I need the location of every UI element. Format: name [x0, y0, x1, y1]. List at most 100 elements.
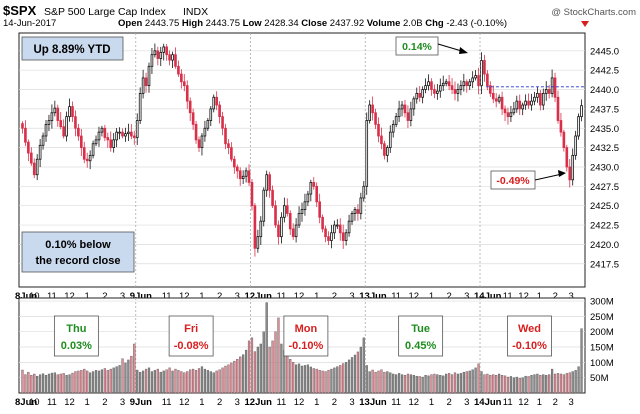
candle-up: [127, 131, 130, 135]
volume-bar: [430, 374, 433, 394]
candle-down: [418, 93, 422, 98]
volume-bar: [53, 372, 56, 394]
candle-down: [177, 65, 180, 75]
x-axis-hour-label: 3: [568, 291, 573, 302]
volume-bar: [427, 375, 430, 394]
candle-down: [380, 135, 383, 145]
volume-bar: [545, 375, 548, 394]
volume-bar: [318, 370, 321, 394]
volume-bar: [197, 368, 201, 394]
volume-bar: [506, 376, 510, 394]
volume-bar: [274, 331, 277, 394]
price-tick-label: 2435.0: [590, 124, 619, 135]
volume-bar: [480, 371, 483, 394]
chart-date: 14-Jun-2017: [3, 18, 56, 29]
candle-up: [524, 100, 527, 106]
day-change-weekday: Fri: [184, 323, 198, 335]
volume-bar: [153, 370, 156, 394]
pct-high-box: [395, 36, 439, 56]
volume-bar: [115, 366, 118, 394]
candle-up: [462, 81, 466, 87]
ohlc-value: 2.0B: [403, 18, 423, 29]
volume-bar: [130, 356, 133, 394]
volume-bar: [459, 373, 463, 394]
volume-bar: [133, 343, 136, 394]
candle-up: [533, 96, 536, 102]
candle-up: [544, 89, 548, 94]
candle-down: [321, 216, 324, 230]
volume-bar: [500, 375, 504, 394]
volume-bar: [203, 368, 207, 394]
candle-down: [271, 189, 274, 207]
price-tick-label: 2442.5: [590, 66, 619, 77]
volume-bar: [56, 374, 59, 394]
x-axis-hour-label: 11: [503, 397, 513, 408]
volume-bar: [39, 374, 42, 394]
x-axis-hour-label: 1: [199, 291, 204, 302]
x-axis-hour-label: 2: [446, 397, 451, 408]
volume-bar: [300, 365, 304, 394]
candle-down: [103, 127, 107, 138]
x-axis-hour-label: 3: [349, 291, 354, 302]
volume-bar: [74, 371, 77, 394]
volume-bar: [286, 356, 289, 394]
candle-down: [168, 54, 171, 61]
volume-bar: [289, 359, 292, 394]
candle-down: [121, 131, 124, 137]
candle-up: [259, 220, 263, 238]
candle-down: [29, 152, 33, 164]
x-axis-hour-label: 1: [537, 291, 542, 302]
candle-up: [394, 116, 398, 125]
ohlc-readout: Open 2443.75 High 2443.75 Low 2428.34 Cl…: [118, 18, 507, 29]
volume-bar: [200, 366, 204, 394]
volume-bar: [412, 375, 415, 394]
candle-up: [427, 81, 430, 87]
candle-down: [74, 116, 77, 129]
candle-down: [21, 123, 24, 129]
candle-up: [350, 213, 354, 222]
volume-bar: [336, 366, 339, 394]
volume-bar: [256, 346, 259, 394]
x-axis-day-label: 12Jun: [245, 291, 273, 302]
volume-bar: [456, 373, 460, 394]
volume-bar: [462, 371, 465, 394]
volume-bar: [109, 368, 112, 394]
candle-down: [27, 141, 30, 154]
volume-bar: [247, 340, 251, 394]
candle-up: [365, 120, 369, 187]
volume-bar: [242, 354, 245, 394]
volume-bar: [183, 372, 186, 394]
candle-down: [156, 50, 160, 59]
volume-bar: [150, 371, 154, 394]
candle-up: [124, 133, 127, 137]
candle-up: [353, 209, 357, 214]
candle-up: [138, 93, 142, 121]
candle-down: [324, 228, 327, 238]
candle-down: [132, 135, 136, 138]
volume-bar: [306, 364, 309, 394]
candle-up: [280, 216, 283, 238]
candle-up: [153, 50, 157, 56]
volume-bar: [530, 375, 533, 394]
volume-bar: [209, 371, 212, 394]
volume-bar: [580, 328, 583, 394]
volume-bar: [36, 375, 39, 394]
volume-bar: [236, 359, 239, 394]
volume-bar: [233, 360, 236, 394]
candle-down: [403, 104, 407, 114]
x-axis-day-label: 14Jun: [474, 291, 502, 302]
volume-bar: [162, 370, 165, 394]
volume-bar: [147, 367, 151, 394]
x-axis-day-label: 8Jun: [15, 397, 37, 408]
day-change-box: [168, 315, 214, 357]
candle-down: [291, 228, 295, 238]
candle-down: [191, 112, 195, 125]
x-axis-hour-label: 12: [518, 291, 529, 302]
volume-bar: [339, 365, 342, 394]
x-axis-hour-label: 2: [102, 291, 107, 302]
day-change-percent: 0.03%: [61, 340, 92, 352]
candle-down: [553, 77, 557, 98]
volume-bar: [512, 377, 515, 394]
volume-bar: [527, 376, 530, 394]
